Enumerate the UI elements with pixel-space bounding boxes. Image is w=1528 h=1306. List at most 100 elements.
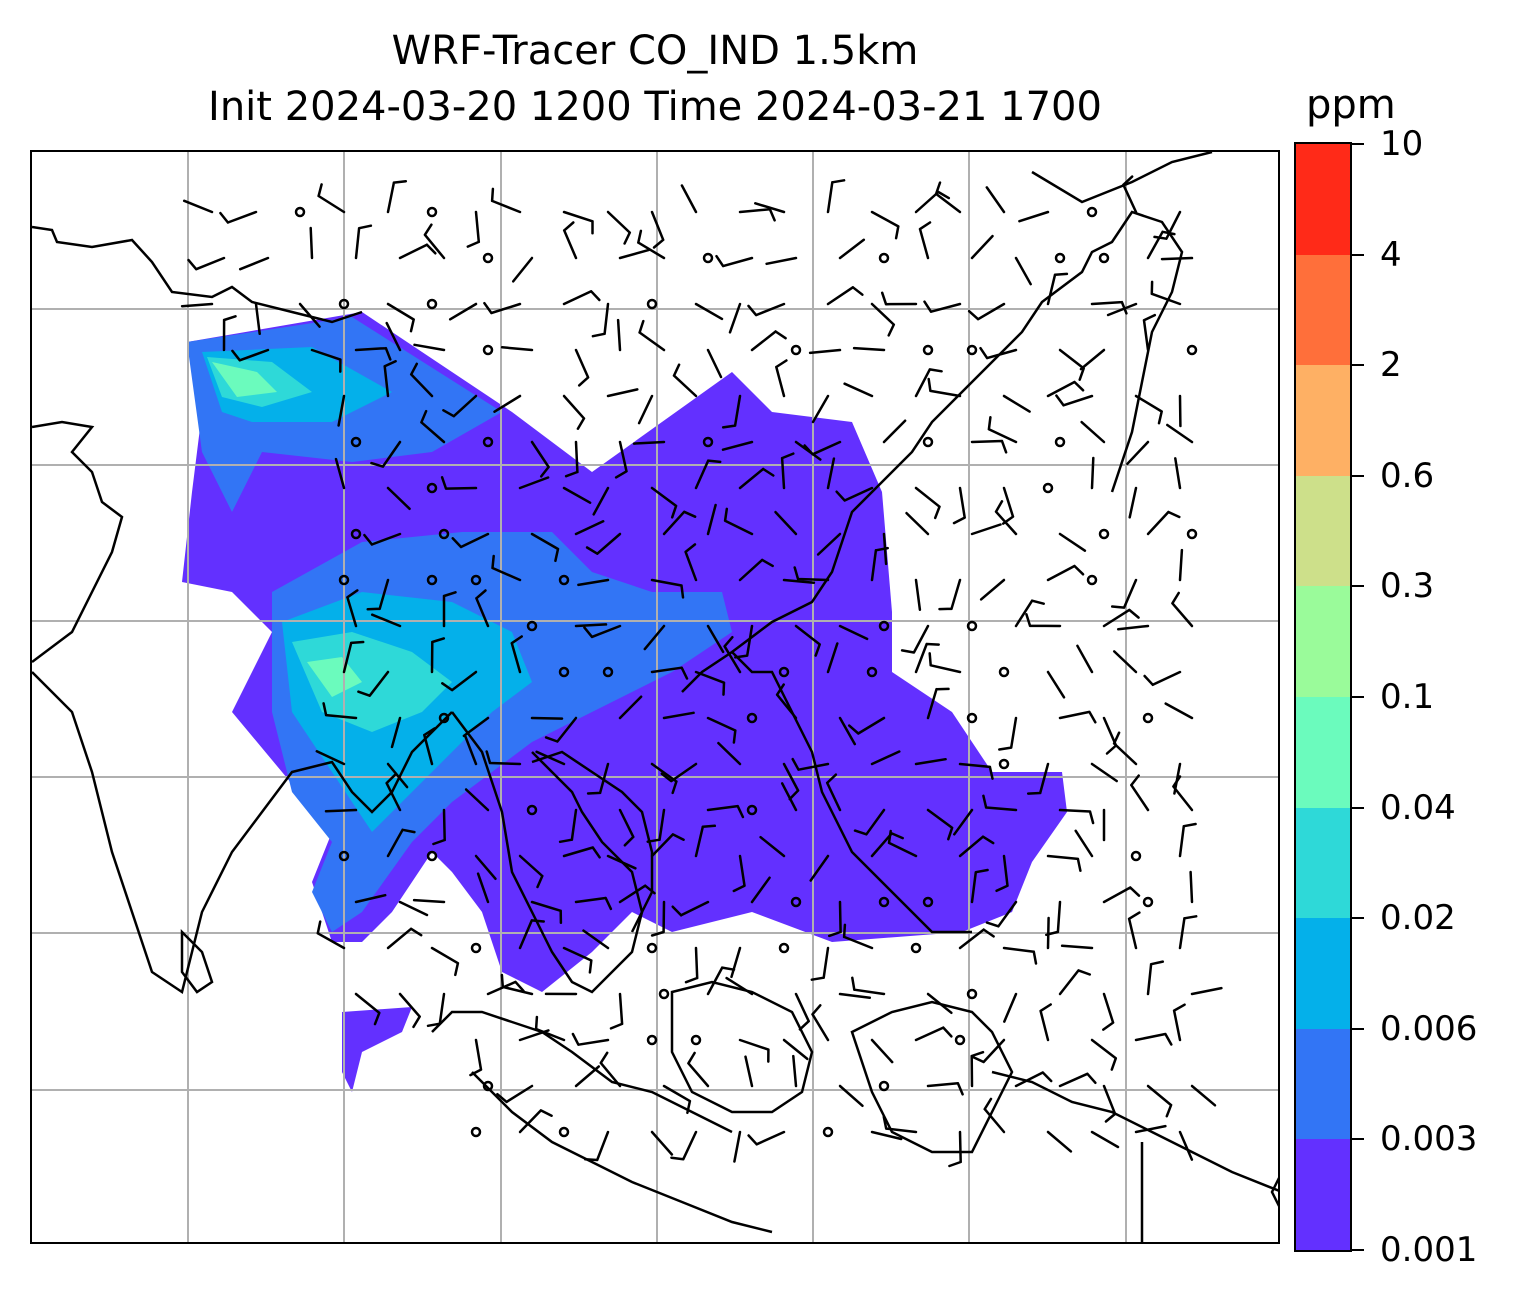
colorbar-tick: [1352, 143, 1364, 145]
wind-barb: [643, 624, 666, 651]
wind-barb: [510, 635, 523, 674]
wind-barb: [370, 613, 402, 628]
wind-barb: [1160, 256, 1194, 261]
wind-barb: [432, 808, 446, 846]
wind-barb: [182, 199, 214, 214]
wind-barb: [1046, 1130, 1073, 1153]
wind-barb: [440, 476, 478, 490]
colorbar-tick: [1352, 1138, 1364, 1141]
wind-barb: [1102, 608, 1140, 628]
wind-barb: [979, 346, 1018, 360]
wind-barb: [774, 510, 798, 536]
wind-barb: [725, 976, 754, 996]
colorbar-tick-label: 10: [1380, 124, 1424, 164]
wind-barb: [747, 1130, 786, 1146]
wind-barb: [1080, 420, 1106, 444]
calm-wind-marker: [966, 620, 978, 632]
wind-barb: [638, 319, 666, 352]
wind-barb: [1076, 644, 1094, 674]
wind-barb: [650, 486, 678, 519]
wind-barb: [370, 440, 402, 468]
colorbar-tick-label: 0.1: [1380, 677, 1435, 717]
wind-barb: [842, 923, 874, 950]
wind-barb: [994, 500, 1018, 536]
wind-barb: [385, 321, 402, 352]
wind-barb: [684, 543, 698, 582]
wind-barb: [948, 1130, 962, 1168]
calm-wind-marker: [790, 896, 802, 908]
wind-barb: [650, 762, 678, 795]
wind-barb: [914, 486, 941, 520]
colorbar-tick-label: 0.6: [1380, 455, 1435, 496]
calm-wind-marker: [482, 344, 494, 356]
wind-barb: [310, 348, 342, 373]
calm-wind-marker: [426, 850, 438, 862]
calm-wind-marker: [482, 1080, 494, 1092]
wind-barb: [442, 394, 478, 418]
wind-barb: [574, 520, 605, 536]
calm-wind-marker: [998, 758, 1010, 770]
wind-barb: [606, 210, 632, 245]
wind-barb: [650, 1130, 674, 1156]
wind-barb: [464, 788, 490, 812]
wind-barb: [826, 179, 846, 214]
wind-barb: [616, 318, 622, 352]
colorbar-segment: [1296, 253, 1350, 366]
wind-barb: [1058, 710, 1097, 724]
wind-barb: [672, 363, 698, 398]
wind-barb: [914, 1026, 953, 1042]
wind-barb: [852, 346, 886, 352]
wind-barb: [953, 808, 974, 836]
wind-barb: [967, 302, 1006, 321]
wind-barb: [574, 348, 590, 387]
wind-barb: [694, 459, 722, 490]
colorbar-segment: [1296, 696, 1350, 808]
wind-barb: [606, 388, 639, 398]
wind-barb: [606, 854, 637, 870]
wind-barb: [412, 898, 446, 904]
wind-barb: [791, 757, 830, 771]
wind-barb: [1074, 829, 1094, 858]
wind-barb: [721, 394, 742, 429]
wind-barb: [530, 716, 564, 720]
wind-barb: [918, 221, 932, 260]
wind-barb: [618, 695, 643, 720]
calm-wind-marker: [878, 620, 890, 632]
wind-barbs: [180, 175, 1223, 1168]
wind-barb: [577, 578, 610, 587]
wind-barb: [694, 824, 717, 858]
wind-barb: [706, 804, 745, 819]
wind-barb: [900, 624, 930, 654]
wind-barb: [386, 302, 415, 333]
wind-barb: [680, 184, 698, 214]
wind-barb: [1058, 808, 1095, 825]
colorbar-tick: [1352, 1249, 1364, 1251]
wind-barb: [914, 642, 940, 674]
calm-wind-marker: [338, 850, 350, 862]
wind-barb: [826, 457, 836, 490]
calm-wind-marker: [558, 1126, 570, 1138]
wind-barb: [646, 808, 666, 843]
wind-barb: [448, 302, 478, 321]
wind-barb: [1116, 624, 1150, 631]
wind-barb: [1127, 911, 1141, 950]
wind-barb: [927, 377, 962, 398]
wind-barb: [544, 716, 578, 743]
wind-barb: [870, 546, 889, 582]
wind-barb: [851, 976, 886, 996]
wind-barb: [905, 511, 930, 536]
colorbar: [1294, 142, 1352, 1252]
wind-barb: [882, 1115, 918, 1134]
wind-barb: [747, 302, 786, 317]
wind-barb: [723, 507, 754, 536]
wind-barb: [609, 992, 624, 1030]
wind-barb: [983, 1097, 1006, 1134]
wind-barb: [430, 946, 460, 977]
wind-barb: [562, 210, 594, 235]
wind-barb: [870, 210, 900, 240]
wind-barb: [618, 808, 635, 847]
wind-barb: [1002, 946, 1038, 965]
colorbar-segment: [1296, 806, 1350, 919]
wind-barb: [1102, 716, 1118, 755]
calm-wind-marker: [294, 206, 306, 218]
